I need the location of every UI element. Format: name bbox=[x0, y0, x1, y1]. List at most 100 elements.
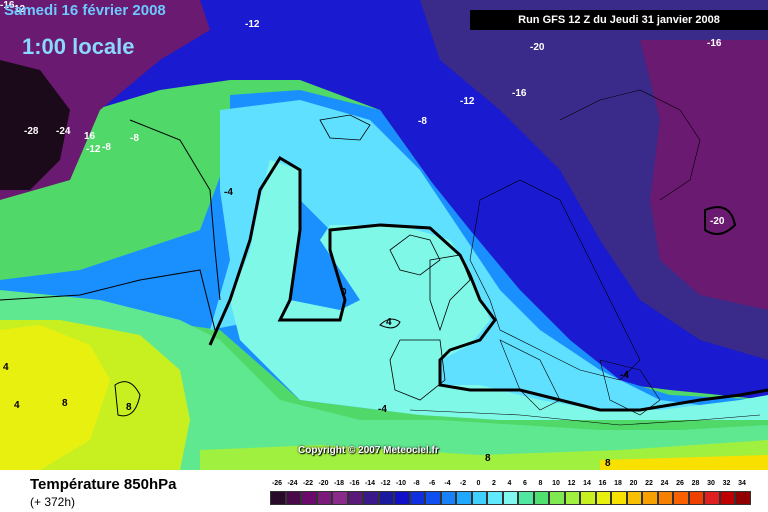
scale-label: -4 bbox=[444, 480, 451, 487]
contour-label: -24 bbox=[56, 126, 71, 137]
scale-label: 34 bbox=[738, 480, 746, 487]
scale-label: 0 bbox=[476, 480, 481, 487]
scale-swatch bbox=[347, 491, 363, 505]
scale-label: 30 bbox=[707, 480, 715, 487]
color-scale: -26 -24 -22 -20 -18 -16 -14 -12 -10 -8 -6 -4 -2 0 2 4 6 8… bbox=[270, 480, 752, 505]
scale-swatch bbox=[611, 491, 627, 505]
contour-label: -20 bbox=[710, 216, 725, 227]
scale-swatch bbox=[440, 491, 456, 505]
scale-label: -18 bbox=[333, 480, 345, 487]
scale-swatch bbox=[363, 491, 379, 505]
contour-label: -12 bbox=[86, 144, 101, 155]
scale-label: 22 bbox=[645, 480, 653, 487]
scale-label: 32 bbox=[722, 480, 731, 487]
contour-label: -12 bbox=[245, 19, 260, 30]
scale-swatch bbox=[487, 491, 503, 505]
contour-label: 8 bbox=[126, 402, 132, 413]
map-canvas: -16 12 -12 -20 -16 -16 -12 -8 -28 -24 16… bbox=[0, 0, 768, 470]
contour-labels: -16 12 -12 -20 -16 -16 -12 -8 -28 -24 16… bbox=[0, 0, 725, 469]
parameter-title: Température 850hPa bbox=[30, 476, 177, 493]
scale-swatch bbox=[502, 491, 518, 505]
scale-label: -24 bbox=[287, 480, 298, 487]
scale-label: -6 bbox=[428, 480, 436, 487]
scale-label: 20 bbox=[629, 480, 638, 487]
contour-label: -4 bbox=[620, 370, 629, 381]
contour-label: 8 bbox=[62, 398, 68, 409]
scale-label: -8 bbox=[413, 480, 420, 487]
scale-swatch bbox=[642, 491, 658, 505]
scale-label: -12 bbox=[380, 480, 391, 487]
scale-swatch bbox=[673, 491, 689, 505]
contour-label: -4 bbox=[378, 404, 387, 415]
scale-label: 6 bbox=[523, 480, 527, 487]
scale-labels: -26 -24 -22 -20 -18 -16 -14 -12 -10 -8 -6 -4 -2 0 2 4 6 8… bbox=[270, 480, 752, 490]
contour-label: 8 bbox=[605, 458, 611, 469]
scale-label: 24 bbox=[660, 480, 669, 487]
contour-label: -16 bbox=[0, 0, 15, 11]
scale-swatch bbox=[518, 491, 534, 505]
scale-swatch bbox=[735, 491, 751, 505]
scale-swatch bbox=[626, 491, 642, 505]
contour-label: 0 bbox=[341, 287, 347, 298]
contour-label: -12 bbox=[460, 96, 475, 107]
contour-label: -20 bbox=[530, 42, 545, 53]
contour-label: -4 bbox=[224, 187, 233, 198]
date-title: Samedi 16 février 2008 bbox=[4, 2, 166, 19]
contour-label: -16 bbox=[707, 38, 722, 49]
scale-label: 4 bbox=[507, 480, 512, 487]
temperature-map: -16 12 -12 -20 -16 -16 -12 -8 -28 -24 16… bbox=[0, 0, 768, 470]
contour-label: -8 bbox=[102, 142, 111, 153]
scale-swatch bbox=[471, 491, 487, 505]
contour-label: -8 bbox=[418, 116, 427, 127]
scale-label: 28 bbox=[691, 480, 700, 487]
scale-swatch bbox=[533, 491, 549, 505]
scale-swatch bbox=[301, 491, 317, 505]
contour-label: 12 bbox=[14, 4, 26, 15]
scale-swatch bbox=[394, 491, 410, 505]
scale-label: -14 bbox=[364, 480, 376, 487]
scale-label: 8 bbox=[538, 480, 543, 487]
scale-swatch bbox=[595, 491, 611, 505]
scale-label: -16 bbox=[349, 480, 360, 487]
scale-swatch bbox=[285, 491, 301, 505]
scale-swatch bbox=[316, 491, 332, 505]
scale-label: 2 bbox=[492, 480, 496, 487]
scale-swatch bbox=[378, 491, 394, 505]
scale-swatches bbox=[270, 491, 752, 505]
footer-bar: Température 850hPa (+ 372h) -26 -24 -22 -20… bbox=[0, 470, 768, 512]
scale-swatch bbox=[549, 491, 565, 505]
scale-swatch bbox=[564, 491, 580, 505]
contour-label: -16 bbox=[512, 88, 527, 99]
scale-swatch bbox=[425, 491, 441, 505]
scale-swatch bbox=[456, 491, 472, 505]
scale-label: -22 bbox=[302, 480, 314, 487]
scale-label: -26 bbox=[271, 480, 283, 487]
scale-label: 12 bbox=[567, 480, 576, 487]
lead-time: (+ 372h) bbox=[30, 495, 76, 509]
scale-label: 16 bbox=[598, 480, 607, 487]
contour-label: -28 bbox=[24, 126, 39, 137]
contour-label: 4 bbox=[386, 317, 392, 328]
scale-swatch bbox=[704, 491, 720, 505]
scale-swatch bbox=[409, 491, 425, 505]
scale-label: 18 bbox=[614, 480, 622, 487]
contour-label: 8 bbox=[485, 453, 491, 464]
contour-label: 4 bbox=[14, 400, 20, 411]
scale-swatch bbox=[719, 491, 735, 505]
time-title: 1:00 locale bbox=[22, 34, 135, 59]
scale-swatch bbox=[657, 491, 673, 505]
scale-swatch bbox=[688, 491, 704, 505]
contour-label: 16 bbox=[84, 131, 96, 142]
scale-label: -10 bbox=[395, 480, 407, 487]
scale-label: 14 bbox=[583, 480, 591, 487]
scale-label: 10 bbox=[552, 480, 560, 487]
scale-swatch bbox=[332, 491, 348, 505]
copyright-text: Copyright © 2007 Meteociel.fr bbox=[298, 445, 439, 456]
contour-label: 4 bbox=[3, 362, 9, 373]
run-info: Run GFS 12 Z du Jeudi 31 janvier 2008 bbox=[470, 10, 768, 30]
scale-label: -20 bbox=[318, 480, 329, 487]
scale-label: -2 bbox=[459, 480, 467, 487]
scale-label: 26 bbox=[676, 480, 684, 487]
scale-swatch bbox=[580, 491, 596, 505]
scale-swatch bbox=[270, 491, 286, 505]
